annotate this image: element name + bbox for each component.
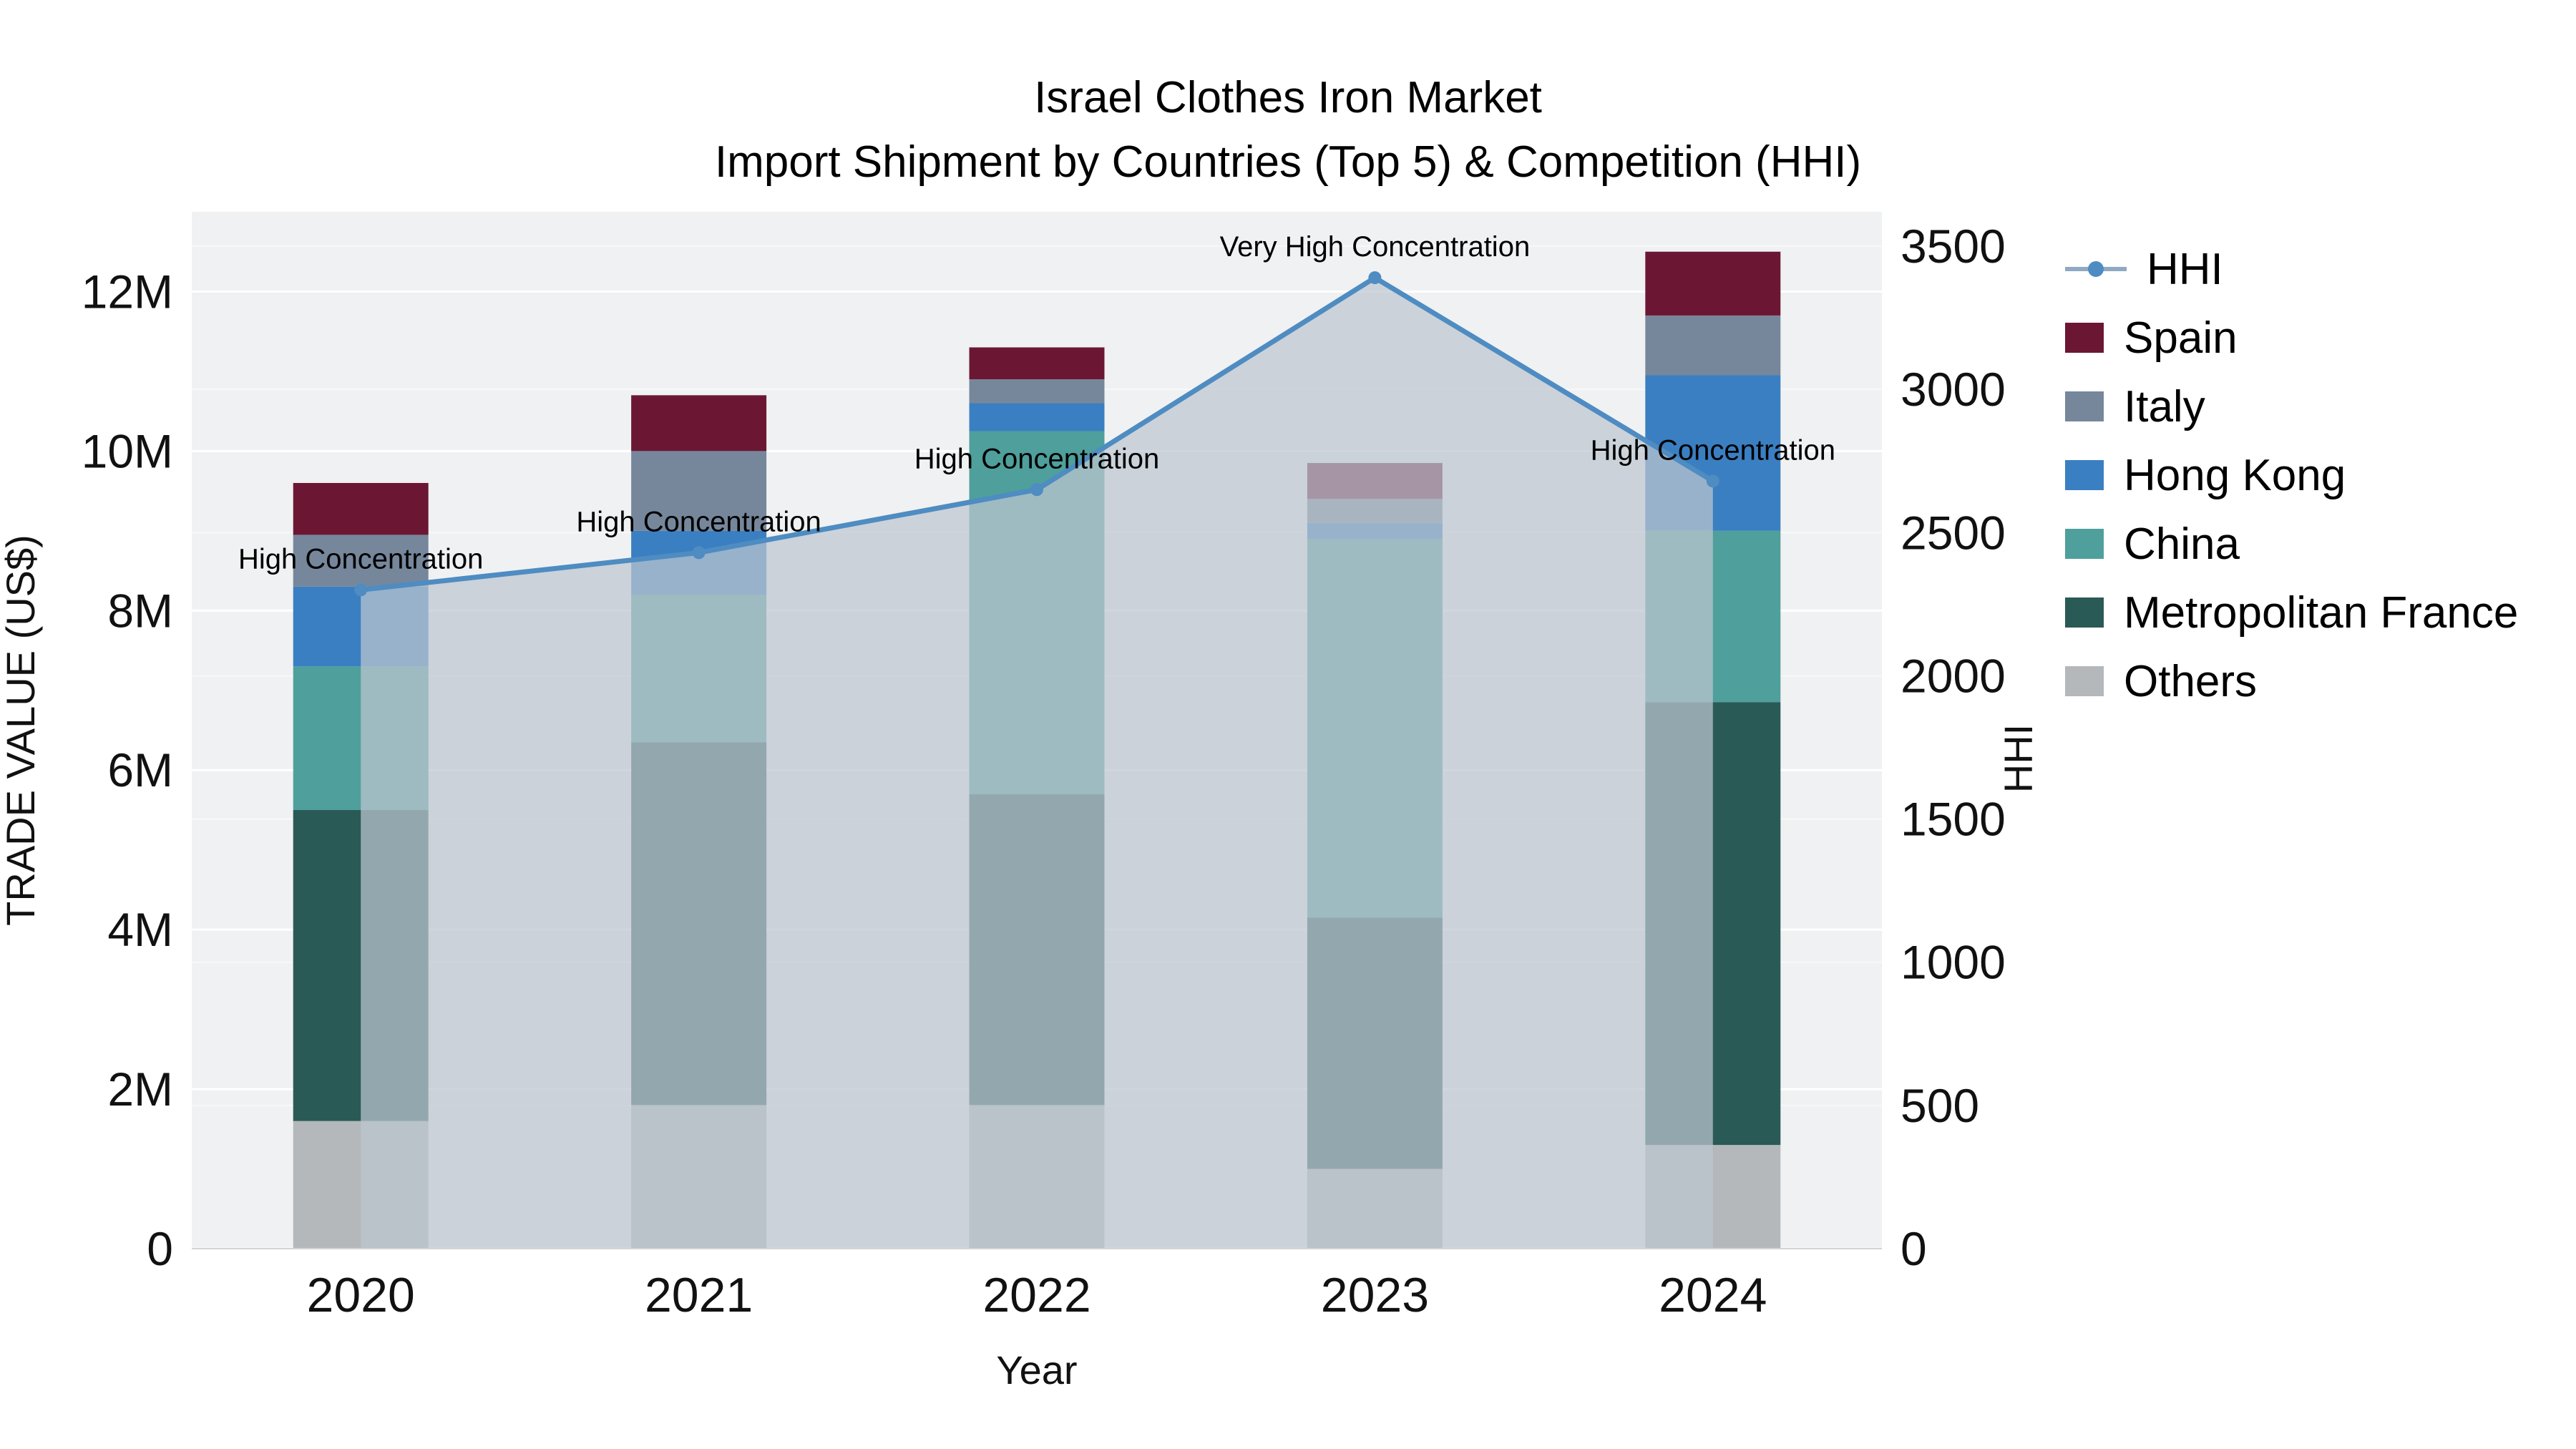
tick-right-1000: 1000: [1901, 936, 2006, 989]
hhi-marker-2023: [1368, 271, 1382, 285]
bar-segment-italy-2024: [1645, 315, 1781, 376]
y-right-axis-title: HHI: [1996, 724, 2041, 793]
tick-right-500: 500: [1901, 1079, 1979, 1132]
tick-left-4m: 4M: [107, 903, 173, 956]
annotation-2020: High Concentration: [238, 543, 483, 575]
tick-right-3500: 3500: [1901, 220, 2006, 273]
hhi-marker-2021: [692, 546, 706, 560]
hhi-marker-2024: [1706, 474, 1719, 488]
tick-left-8m: 8M: [107, 584, 173, 637]
tick-left-12m: 12M: [82, 265, 173, 318]
chart-title-line1: Israel Clothes Iron Market: [1034, 73, 1542, 122]
hhi-marker-2022: [1030, 483, 1043, 497]
tick-left-2m: 2M: [107, 1063, 173, 1116]
legend-item-metropolitan-france[interactable]: Metropolitan France: [2065, 578, 2518, 647]
hhi-area: [361, 278, 1713, 1249]
legend-item-italy[interactable]: Italy: [2065, 372, 2518, 441]
bar-segment-spain-2022: [969, 347, 1105, 380]
annotation-2022: High Concentration: [914, 443, 1159, 474]
legend-item-hhi[interactable]: HHI: [2065, 235, 2518, 303]
x-axis-title: Year: [996, 1347, 1077, 1392]
bar-segment-italy-2022: [969, 379, 1105, 404]
chart-title: Israel Clothes Iron Market Import Shipme…: [0, 66, 2576, 195]
chart-legend: HHI Spain Italy Hong Kong China Metropolitan …: [2065, 235, 2518, 716]
tick-left-0: 0: [147, 1222, 173, 1275]
legend-swatch-metropolitan-france: [2065, 597, 2104, 628]
tick-x-2023: 2023: [1321, 1268, 1429, 1322]
chart-title-line2: Import Shipment by Countries (Top 5) & C…: [714, 137, 1862, 187]
x-ticks: 2020 2021 2022 2023 2024: [307, 1268, 1767, 1322]
tick-right-2500: 2500: [1901, 506, 2006, 559]
y-right-ticks: 0 500 1000 1500 2000 2500 3000 3500: [1901, 220, 2006, 1275]
bar-segment-spain-2020: [293, 482, 429, 535]
legend-label-hong-kong: Hong Kong: [2124, 450, 2346, 500]
tick-x-2022: 2022: [982, 1268, 1091, 1322]
legend-swatch-china: [2065, 529, 2104, 559]
legend-swatch-spain: [2065, 323, 2104, 353]
tick-x-2024: 2024: [1659, 1268, 1767, 1322]
annotation-2023: Very High Concentration: [1220, 231, 1531, 263]
bar-segment-spain-2024: [1645, 251, 1781, 316]
tick-x-2020: 2020: [307, 1268, 415, 1322]
legend-label-italy: Italy: [2124, 381, 2205, 431]
legend-swatch-hong-kong: [2065, 460, 2104, 490]
legend-label-china: China: [2124, 519, 2240, 569]
legend-swatch-others: [2065, 666, 2104, 696]
legend-label-spain: Spain: [2124, 313, 2238, 363]
hhi-marker-2020: [354, 583, 368, 597]
legend-label-metropolitan-france: Metropolitan France: [2124, 587, 2519, 638]
legend-item-spain[interactable]: Spain: [2065, 303, 2518, 372]
annotation-2024: High Concentration: [1591, 434, 1835, 466]
legend-label-hhi: HHI: [2147, 244, 2223, 294]
y-left-axis-title: TRADE VALUE (US$): [0, 535, 43, 926]
legend-swatch-italy: [2065, 391, 2104, 421]
tick-right-0: 0: [1901, 1222, 1927, 1275]
tick-right-1500: 1500: [1901, 793, 2006, 846]
bar-segment-italy-2020: [293, 535, 429, 587]
legend-label-others: Others: [2124, 656, 2258, 706]
bar-segment-spain-2021: [631, 395, 767, 452]
tick-right-3000: 3000: [1901, 363, 2006, 416]
bar-segment-italy-2021: [631, 451, 767, 531]
tick-left-10m: 10M: [82, 424, 173, 477]
legend-item-hong-kong[interactable]: Hong Kong: [2065, 441, 2518, 509]
tick-left-6m: 6M: [107, 743, 173, 796]
y-left-ticks: 0 2M 4M 6M 8M 10M 12M: [82, 265, 173, 1275]
legend-item-china[interactable]: China: [2065, 509, 2518, 578]
annotation-2021: High Concentration: [576, 506, 821, 537]
bar-segment-hong-kong-2022: [969, 403, 1105, 431]
tick-right-2000: 2000: [1901, 649, 2006, 702]
tick-x-2021: 2021: [645, 1268, 753, 1322]
legend-item-others[interactable]: Others: [2065, 647, 2518, 716]
legend-line-glyph: [2065, 261, 2127, 277]
